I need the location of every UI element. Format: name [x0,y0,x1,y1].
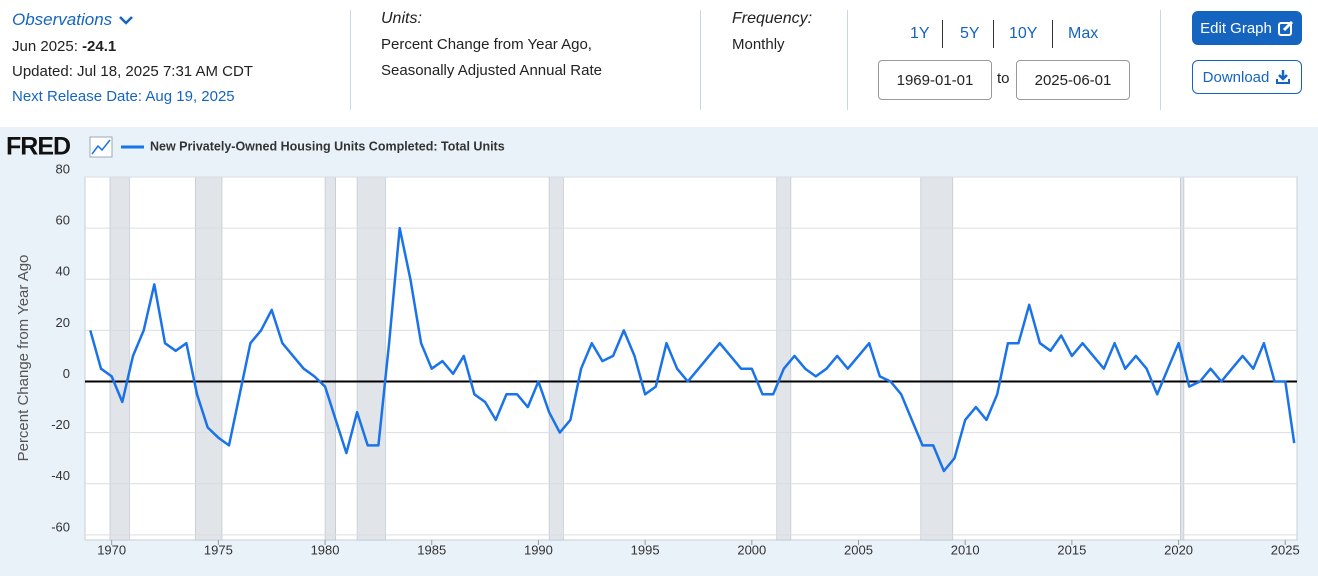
legend-label: New Privately-Owned Housing Units Comple… [150,139,505,153]
chevron-icon [119,16,134,25]
x-tick-label: 2010 [951,542,980,557]
x-tick-label: 2000 [737,542,766,557]
end-date-input[interactable]: 2025-06-01 [1016,60,1130,100]
y-tick-label: -60 [51,519,70,534]
recession-band [195,176,223,541]
y-tick-label: 40 [56,264,70,279]
x-tick-label: 2005 [844,542,873,557]
recession-band [920,176,954,541]
units-label: Units: [381,10,422,27]
x-tick-label: 1975 [204,542,233,557]
y-tick-label: -40 [51,468,70,483]
divider [942,20,943,48]
y-tick-label: -20 [51,417,70,432]
units-line: Seasonally Adjusted Annual Rate [381,62,602,79]
range-button[interactable]: Max [1068,25,1099,42]
x-tick-label: 1970 [97,542,126,557]
download-button[interactable]: Download [1192,60,1302,94]
range-button[interactable]: 1Y [910,25,930,42]
y-tick-label: 0 [63,366,70,381]
observations-toggle[interactable]: Observations [12,10,134,30]
x-tick-label: 2025 [1271,542,1300,557]
obs-date: Jun 2025: [12,38,78,55]
recession-band [324,176,337,541]
observations-label: Observations [12,10,113,29]
edit-graph-label: Edit Graph [1200,19,1272,37]
obs-value: -24.1 [82,38,117,55]
recession-band [356,176,386,541]
plot-area [84,176,1298,541]
download-label: Download [1202,68,1270,86]
x-tick-label: 2020 [1164,542,1193,557]
frequency-label: Frequency: [732,10,813,27]
logo-icon [89,136,113,158]
x-tick-label: 1980 [311,542,340,557]
frequency: Monthly [732,36,785,53]
x-tick-label: 2015 [1057,542,1086,557]
next-release[interactable]: Next Release Date: Aug 19, 2025 [12,88,235,105]
edit-graph-button[interactable]: Edit Graph [1192,11,1302,45]
y-tick-label: 20 [56,315,70,330]
to-label: to [997,70,1010,87]
start-date-input[interactable]: 1969-01-01 [878,60,992,100]
y-tick-label: 60 [56,213,70,228]
edit-icon [1277,20,1293,36]
separator [847,10,848,110]
updated: Updated: Jul 18, 2025 7:31 AM CDT [12,63,253,80]
divider [1052,20,1053,48]
data-line [89,226,1296,473]
observation: Jun 2025: -24.1 [12,38,116,55]
y-axis-title: Percent Change from Year Ago [15,255,32,462]
y-tick-label: 80 [56,161,70,176]
chart: FRED New Privately-Owned Housing Units C… [0,127,1318,576]
separator [700,10,701,110]
recession-band [548,176,564,541]
range-button[interactable]: 10Y [1009,25,1038,42]
x-tick-label: 1990 [524,542,553,557]
logo: FRED [6,133,70,161]
x-tick-label: 1995 [631,542,660,557]
divider [993,20,994,48]
units-line: Percent Change from Year Ago, [381,36,592,53]
recession-band [776,176,792,541]
separator [1160,10,1161,110]
range-button[interactable]: 5Y [960,25,980,42]
separator [350,10,351,110]
recession-band [109,176,130,541]
download-icon [1276,70,1291,84]
x-tick-label: 1985 [417,542,446,557]
